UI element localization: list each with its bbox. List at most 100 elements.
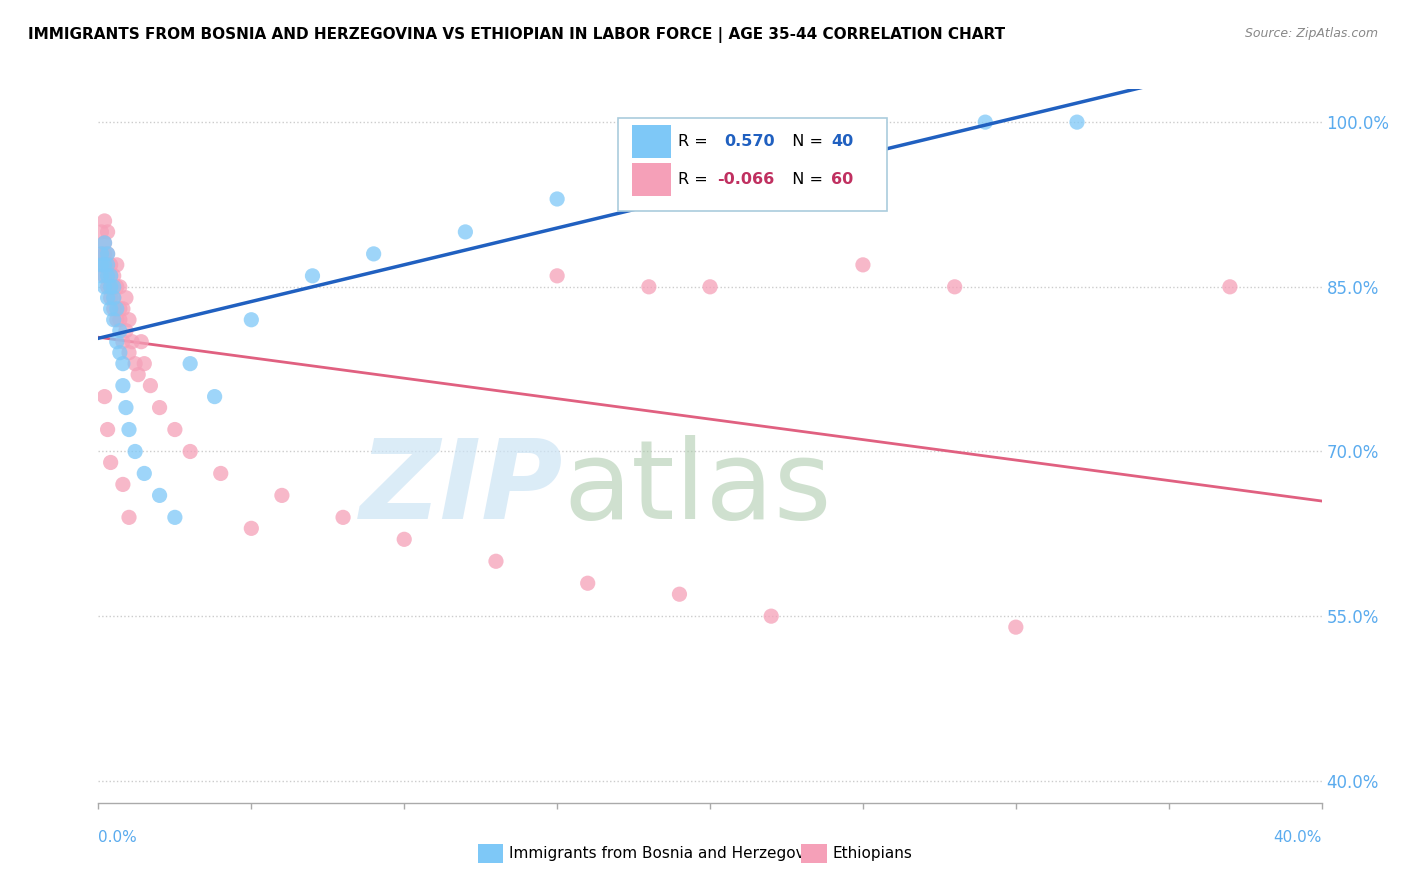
Point <box>392 533 416 547</box>
Point <box>118 423 141 437</box>
Point <box>111 357 134 371</box>
Text: R =: R = <box>678 172 713 187</box>
Point <box>301 268 323 283</box>
Point <box>332 510 354 524</box>
Point <box>108 280 131 294</box>
FancyBboxPatch shape <box>619 118 887 211</box>
Point <box>240 312 263 326</box>
Point <box>108 301 131 316</box>
Point <box>668 587 690 601</box>
Text: Immigrants from Bosnia and Herzegovina: Immigrants from Bosnia and Herzegovina <box>509 847 828 861</box>
Point <box>134 357 156 371</box>
Point <box>139 378 162 392</box>
Point <box>759 609 782 624</box>
Point <box>97 258 120 272</box>
Point <box>108 312 131 326</box>
Point <box>546 268 568 283</box>
Point <box>93 214 115 228</box>
Point <box>118 312 141 326</box>
Point <box>105 258 128 272</box>
Text: R =: R = <box>678 134 718 149</box>
Point <box>121 334 143 349</box>
Point <box>105 312 128 326</box>
Point <box>100 455 122 469</box>
Point <box>97 225 120 239</box>
Point <box>93 390 115 404</box>
Text: 0.0%: 0.0% <box>98 830 138 846</box>
Text: ZIP: ZIP <box>360 435 564 542</box>
Point <box>90 225 112 239</box>
Point <box>90 258 112 272</box>
Point <box>100 268 122 283</box>
Point <box>124 444 146 458</box>
Point <box>134 467 156 481</box>
Point <box>93 235 115 250</box>
Point <box>103 291 125 305</box>
Point <box>852 258 875 272</box>
Point <box>240 521 263 535</box>
Text: 60: 60 <box>831 172 853 187</box>
Point <box>100 280 122 294</box>
Text: IMMIGRANTS FROM BOSNIA AND HERZEGOVINA VS ETHIOPIAN IN LABOR FORCE | AGE 35-44 C: IMMIGRANTS FROM BOSNIA AND HERZEGOVINA V… <box>28 27 1005 43</box>
Point <box>730 148 752 162</box>
Point <box>163 423 186 437</box>
Point <box>127 368 149 382</box>
Point <box>485 554 508 568</box>
Point <box>115 291 138 305</box>
Point <box>97 280 120 294</box>
Text: N =: N = <box>782 134 828 149</box>
Point <box>97 247 120 261</box>
Point <box>204 390 226 404</box>
Point <box>100 280 122 294</box>
Point <box>129 334 152 349</box>
Point <box>363 247 385 261</box>
Point <box>270 488 292 502</box>
Point <box>97 247 120 261</box>
Point <box>149 488 172 502</box>
Point <box>90 247 112 261</box>
Point <box>1004 620 1026 634</box>
Point <box>108 345 131 359</box>
Point <box>974 115 997 129</box>
Point <box>100 268 122 283</box>
Text: N =: N = <box>782 172 828 187</box>
Point <box>576 576 599 591</box>
Point <box>105 301 128 316</box>
Point <box>111 301 134 316</box>
Point <box>90 258 112 272</box>
Point <box>111 477 134 491</box>
Point <box>103 301 125 316</box>
Point <box>637 280 661 294</box>
Point <box>163 510 186 524</box>
FancyBboxPatch shape <box>631 125 671 158</box>
Point <box>97 291 120 305</box>
Point <box>179 357 201 371</box>
Point <box>546 192 568 206</box>
Point <box>103 280 125 294</box>
Point <box>115 324 138 338</box>
Point <box>1219 280 1241 294</box>
Point <box>103 268 125 283</box>
Text: 40.0%: 40.0% <box>1274 830 1322 846</box>
Text: 0.570: 0.570 <box>724 134 775 149</box>
Point <box>90 247 112 261</box>
Text: -0.066: -0.066 <box>717 172 775 187</box>
Point <box>103 312 125 326</box>
Point <box>637 169 661 184</box>
Text: Ethiopians: Ethiopians <box>832 847 912 861</box>
Point <box>105 280 128 294</box>
Point <box>111 378 134 392</box>
Point <box>100 301 122 316</box>
Point <box>108 324 131 338</box>
Point <box>454 225 477 239</box>
Text: Source: ZipAtlas.com: Source: ZipAtlas.com <box>1244 27 1378 40</box>
Point <box>118 345 141 359</box>
Point <box>111 334 134 349</box>
Point <box>93 247 115 261</box>
Point <box>118 510 141 524</box>
Point <box>105 334 128 349</box>
Point <box>1066 115 1088 129</box>
Point <box>93 235 115 250</box>
Point <box>149 401 172 415</box>
Point <box>100 258 122 272</box>
